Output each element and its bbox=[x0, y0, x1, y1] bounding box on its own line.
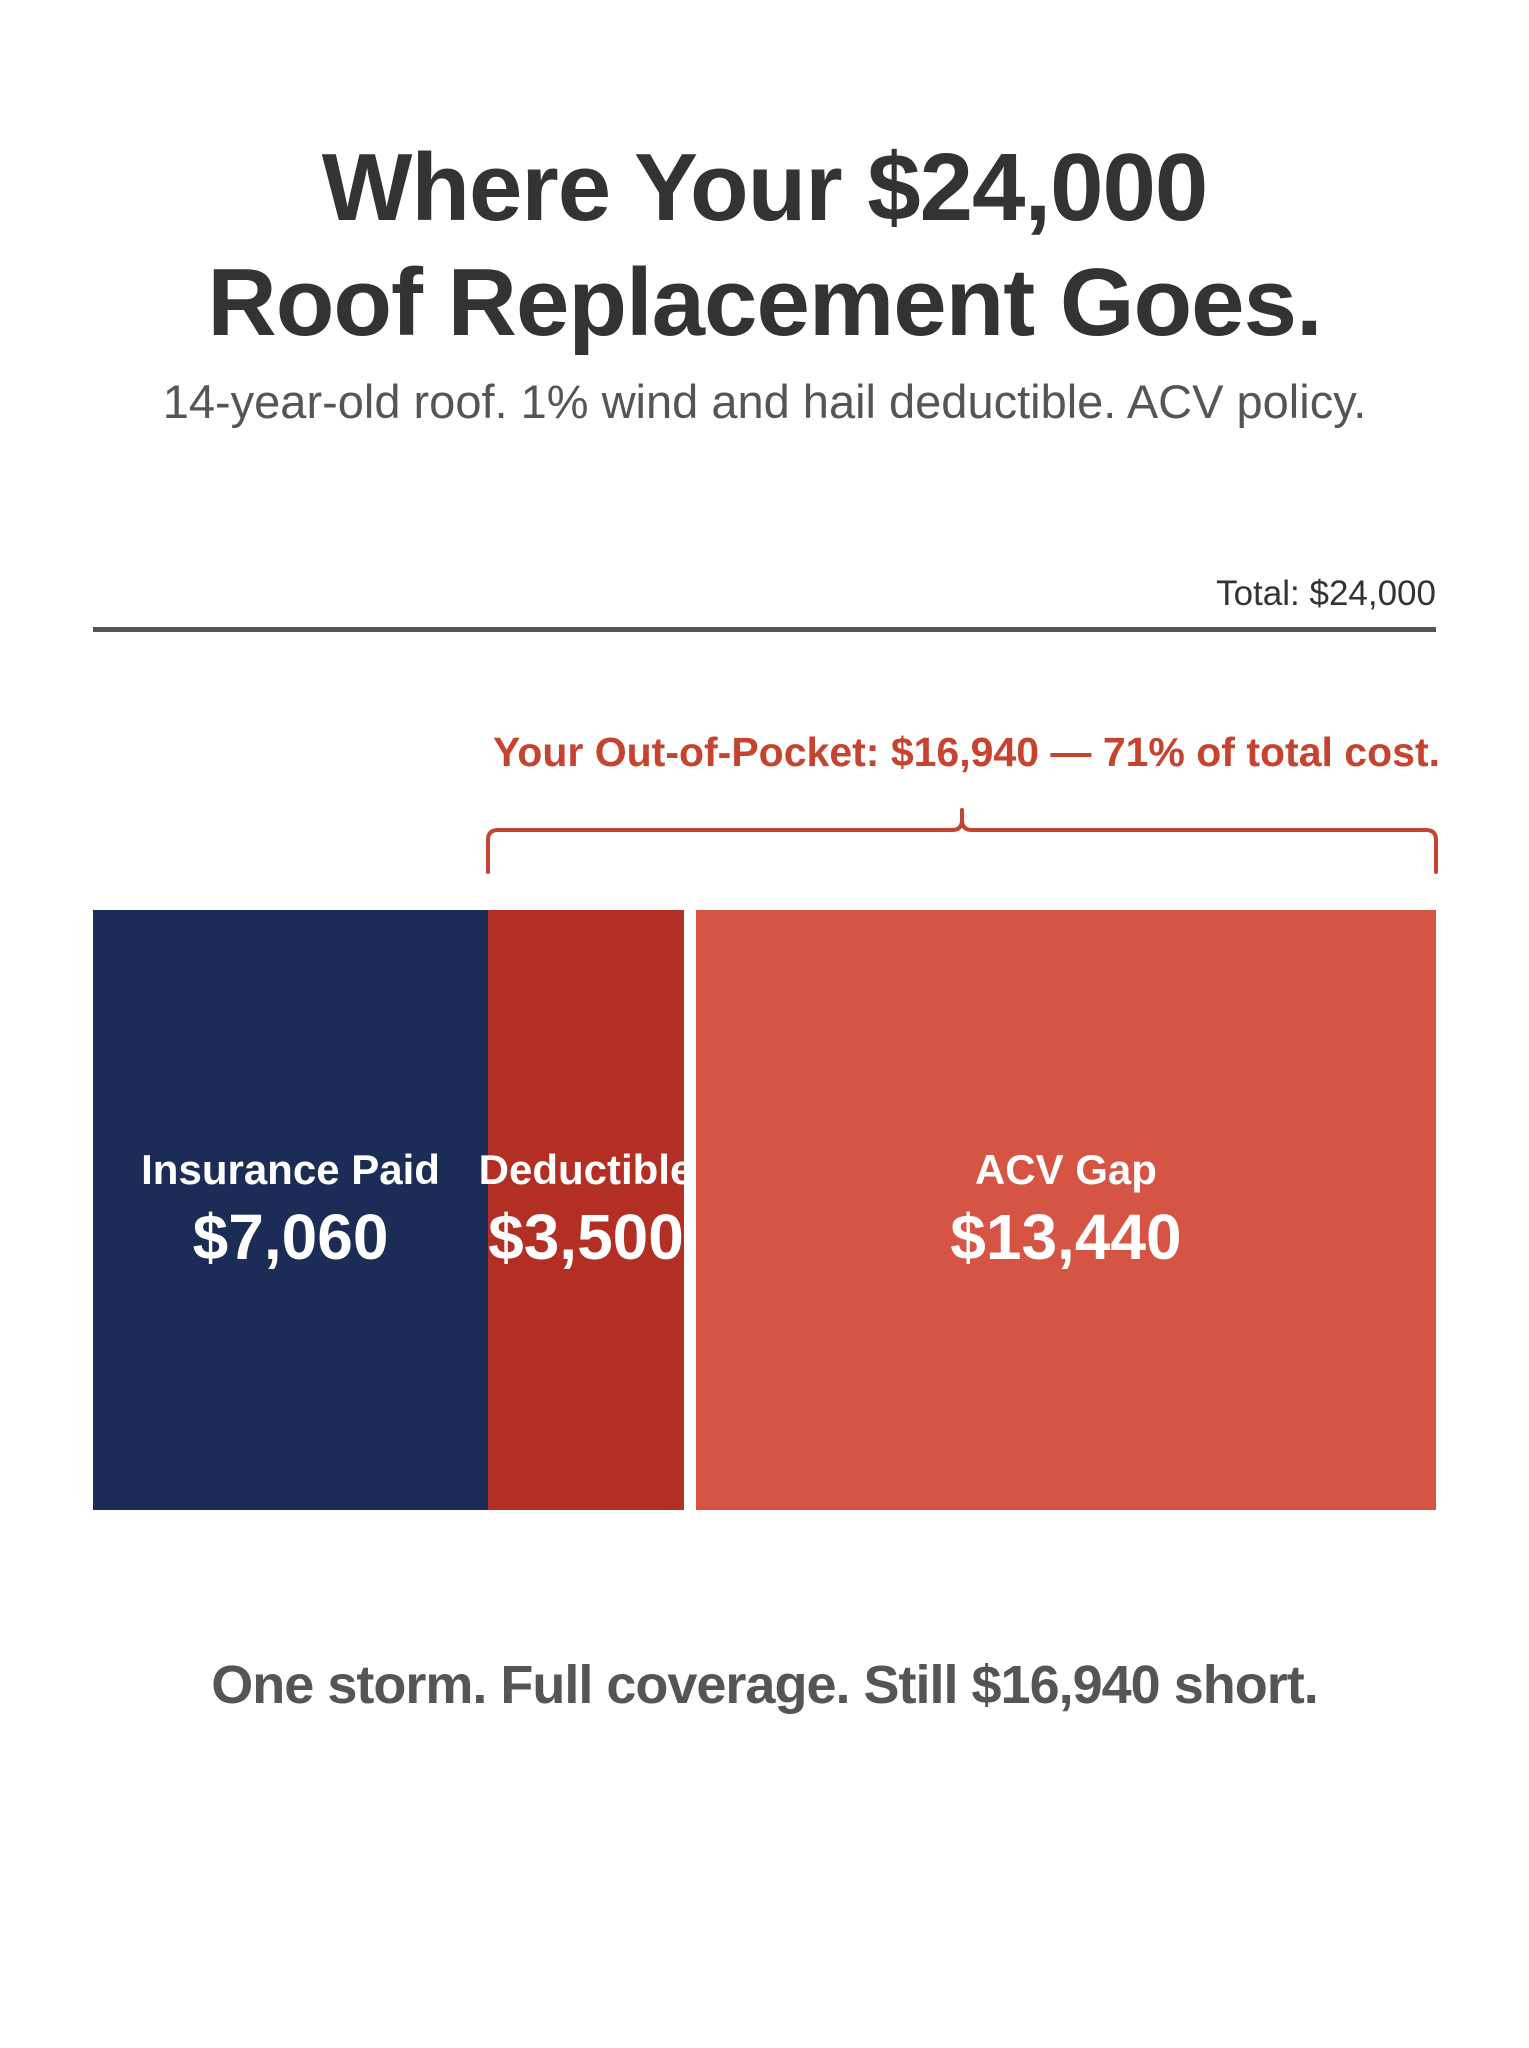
chart-subtitle: 14-year-old roof. 1% wind and hail deduc… bbox=[162, 375, 1367, 428]
bar-segment-deductible: Deductible $3,500 bbox=[479, 910, 693, 1510]
bar-segment-value-acv-gap: $13,440 bbox=[950, 1201, 1182, 1273]
out-of-pocket-brace bbox=[486, 808, 1438, 874]
bar-segment-value-insurance-paid: $7,060 bbox=[192, 1201, 389, 1273]
bar-segment-value-deductible: $3,500 bbox=[488, 1201, 684, 1273]
bar-segment-label-insurance-paid: Insurance Paid bbox=[141, 1146, 440, 1193]
chart-footer: One storm. Full coverage. Still $16,940 … bbox=[211, 1655, 1318, 1715]
bar-segment-label-deductible: Deductible bbox=[478, 1146, 694, 1193]
bar-segment-label-acv-gap: ACV Gap bbox=[974, 1146, 1157, 1193]
out-of-pocket-annotation: Your Out-of-Pocket: $16,940 — 71% of tot… bbox=[493, 729, 1440, 775]
bar-segment-acv-gap: ACV Gap $13,440 bbox=[695, 910, 1436, 1510]
chart-title: Where Your $24,000 Roof Replacement Goes… bbox=[0, 130, 1529, 360]
chart-title-line-1: Where Your $24,000 bbox=[321, 134, 1209, 241]
bar-segment-insurance-paid: Insurance Paid $7,060 bbox=[93, 910, 489, 1510]
total-rule bbox=[93, 627, 1436, 632]
chart-title-line-2: Roof Replacement Goes. bbox=[207, 249, 1322, 356]
total-label: Total: $24,000 bbox=[1216, 574, 1436, 613]
